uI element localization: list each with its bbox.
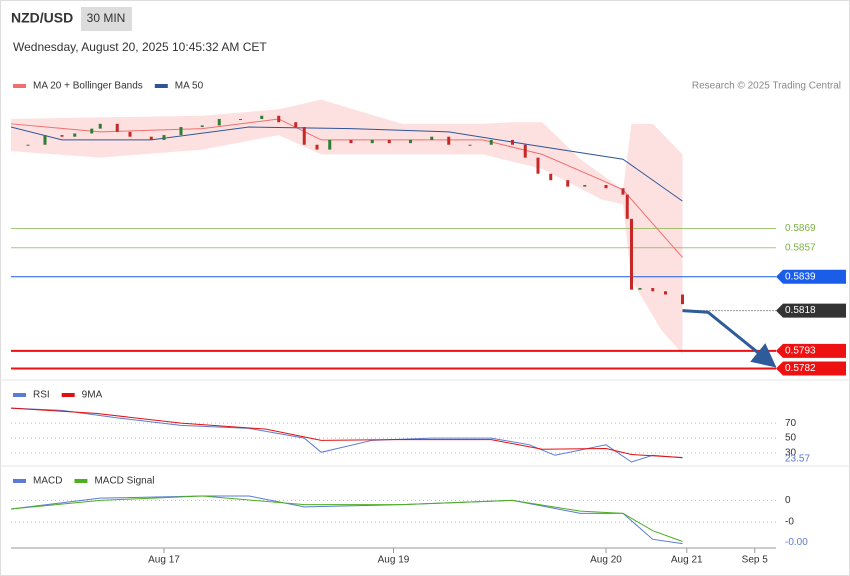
level-label: 0.5818 — [785, 305, 816, 316]
candle — [179, 127, 183, 136]
legend-swatch — [61, 393, 75, 397]
ma-line — [10, 118, 683, 258]
ma-line — [10, 126, 683, 202]
credit: Research © 2025 Trading Central — [692, 81, 841, 92]
candle — [489, 139, 493, 145]
current-value: 23.57 — [785, 453, 810, 464]
candle — [638, 288, 642, 290]
candle — [664, 291, 667, 295]
candle — [162, 135, 166, 140]
legend-swatch — [154, 84, 168, 88]
level-label: 0.5857 — [785, 242, 816, 253]
legend-label: MA 20 + Bollinger Bands — [33, 81, 143, 92]
candle — [294, 122, 298, 128]
level-label: 0.5839 — [785, 271, 816, 282]
legend-swatch — [13, 479, 26, 483]
candle — [536, 157, 540, 174]
candle — [387, 139, 391, 144]
candle — [511, 139, 514, 145]
level-tag — [776, 269, 846, 284]
symbol: NZD/USD — [11, 10, 73, 26]
candle — [604, 185, 608, 189]
legend-label: MA 50 — [175, 81, 204, 92]
x-tick-label: Aug 21 — [671, 555, 703, 566]
candle — [409, 139, 412, 144]
candle — [468, 144, 472, 146]
candle — [370, 139, 374, 144]
candle — [349, 139, 353, 144]
current-value: -0.00 — [785, 537, 808, 548]
legend-label: RSI — [33, 390, 50, 401]
y-tick-label: 70 — [785, 418, 797, 429]
legend-label: MACD Signal — [94, 476, 154, 487]
candle — [328, 139, 332, 150]
candle — [621, 188, 625, 195]
candle — [128, 131, 132, 137]
legend-label: MACD — [33, 476, 62, 487]
candle — [630, 218, 633, 290]
candle — [625, 194, 629, 219]
level-label: 0.5869 — [785, 223, 816, 234]
candle — [447, 136, 451, 145]
candle — [260, 115, 264, 119]
candle — [60, 135, 64, 137]
candle — [430, 136, 434, 140]
timestamp: Wednesday, August 20, 2025 10:45:32 AM C… — [13, 40, 267, 54]
y-tick-label: 0 — [785, 495, 791, 506]
candle — [149, 136, 153, 140]
indicator-line — [10, 407, 683, 459]
candle — [277, 115, 281, 123]
candle — [200, 125, 204, 128]
forecast-arrow — [682, 309, 777, 368]
candle — [681, 294, 684, 305]
level-label: 0.5782 — [785, 363, 816, 374]
candle — [302, 127, 306, 145]
legend-label: 9MA — [82, 390, 103, 401]
interval-box[interactable] — [81, 7, 132, 31]
interval[interactable]: 30 MIN — [87, 11, 126, 25]
candle — [239, 118, 242, 120]
candle — [566, 180, 570, 187]
legend-swatch — [74, 479, 88, 483]
level-label: 0.5793 — [785, 345, 816, 356]
candle — [523, 144, 527, 158]
y-tick-label: 30 — [785, 448, 797, 459]
candle — [43, 135, 47, 145]
legend-swatch — [13, 393, 26, 397]
x-tick-label: Aug 19 — [378, 555, 410, 566]
level-tag — [776, 343, 846, 358]
candle — [217, 118, 221, 126]
candle — [583, 185, 587, 187]
candle — [651, 288, 655, 292]
x-tick-label: Aug 20 — [590, 555, 622, 566]
level-tag — [776, 303, 846, 318]
candle — [26, 144, 30, 146]
bollinger-band — [11, 99, 683, 355]
legend-swatch — [13, 84, 26, 88]
y-tick-label: -0 — [785, 517, 794, 528]
candle — [315, 144, 319, 150]
x-tick-label: Aug 17 — [148, 555, 180, 566]
candle — [549, 173, 553, 181]
candle — [115, 123, 119, 132]
level-tag — [776, 361, 846, 376]
candle — [90, 128, 94, 134]
candle — [98, 123, 102, 129]
candle — [73, 133, 77, 137]
x-tick-label: Sep 5 — [742, 555, 769, 566]
indicator-line — [10, 495, 683, 542]
y-tick-label: 50 — [785, 433, 797, 444]
